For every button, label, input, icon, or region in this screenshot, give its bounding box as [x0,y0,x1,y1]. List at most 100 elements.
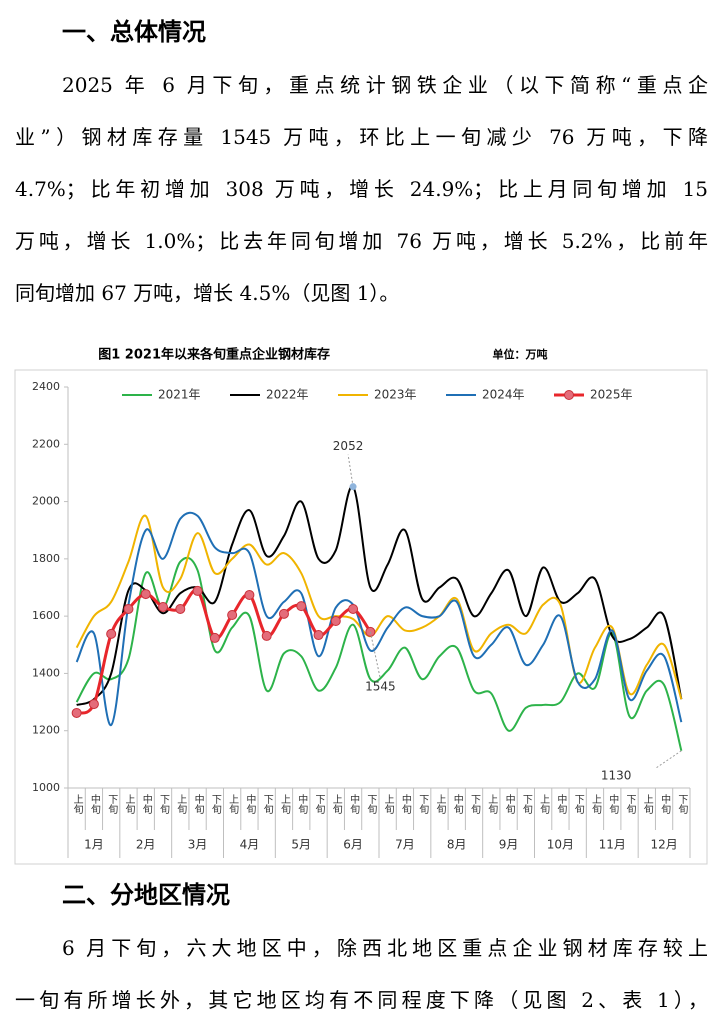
point [227,609,238,620]
x-tick-label: 上旬 [538,794,550,815]
x-tick-label: 上旬 [486,794,498,815]
point [296,601,307,612]
y-tick-label: 2400 [32,380,60,393]
legend-label: 2025年 [590,388,633,402]
month-label: 3月 [188,838,208,852]
month-label: 2月 [136,838,156,852]
month-label: 4月 [240,838,260,852]
point [158,601,169,612]
line-series [76,485,683,706]
y-tick-label: 1000 [32,781,60,794]
x-tick-label: 下旬 [106,794,118,815]
point [209,632,220,643]
x-tick-label: 中旬 [88,793,100,815]
line-series [75,588,372,715]
x-tick-label: 下旬 [313,794,325,815]
x-tick-label: 下旬 [624,794,636,815]
legend-label: 2021年 [158,388,201,402]
x-tick-label: 上旬 [330,794,342,815]
heading: 二、分地区情况 [62,881,230,909]
x-tick-label: 上旬 [589,794,601,815]
x-tick-label: 中旬 [244,793,256,815]
month-label: 7月 [395,838,415,852]
month-label: 10月 [547,838,574,852]
annotation-leader [369,631,381,680]
chart-frame [14,369,708,865]
x-tick-label: 中旬 [399,793,411,815]
month-label: 6月 [343,838,363,852]
month-label: 11月 [599,838,626,852]
point [88,699,99,710]
annotation: 1545 [365,679,396,693]
point [71,707,82,718]
x-tick-label: 中旬 [140,793,152,815]
month-label: 9月 [499,838,519,852]
line-series [75,511,683,727]
heading: 一、总体情况 [62,18,206,46]
x-tick-label: 上旬 [175,794,187,815]
y-tick-label: 1200 [32,724,60,737]
point [244,589,255,600]
point [330,616,341,627]
x-tick-label: 中旬 [192,793,204,815]
x-tick-label: 中旬 [348,793,360,815]
annotation-leader [656,750,682,769]
y-tick-label: 1800 [32,552,60,565]
highlight-point [349,483,357,491]
point [106,628,117,639]
paragraph-line: 4.7%；比年初增加 308 万吨，增长 24.9%；比上月同旬增加 15 [15,177,708,201]
x-tick-label: 下旬 [365,794,377,815]
legend-marker [564,390,574,400]
x-tick-label: 下旬 [469,794,481,815]
x-tick-label: 上旬 [382,794,394,815]
point [278,608,289,619]
y-tick-label: 2000 [32,495,60,508]
point [123,603,134,614]
x-tick-label: 下旬 [158,794,170,815]
x-tick-label: 中旬 [296,793,308,815]
x-tick-label: 中旬 [659,793,671,815]
chart: 图1 2021年以来各旬重点企业钢材库存 单位：万吨 1000 1200 1400 1… [14,347,708,865]
annotation: 1130 [601,768,632,782]
x-tick-label: 上旬 [641,794,653,815]
y-tick-label: 1600 [32,609,60,622]
chart-subtitle: 单位：万吨 [493,347,548,361]
point [140,589,151,600]
x-tick-label: 下旬 [676,794,688,815]
x-tick-label: 上旬 [278,794,290,815]
month-label: 12月 [650,838,677,852]
x-tick-label: 上旬 [434,794,446,815]
annotation-leader [347,454,354,487]
x-tick-label: 上旬 [71,794,83,815]
x-tick-label: 下旬 [417,794,429,815]
line-series [75,556,683,752]
point [175,603,186,614]
x-tick-label: 下旬 [520,794,532,815]
month-label: 1月 [84,838,104,852]
x-tick-label: 下旬 [261,794,273,815]
point [313,630,324,641]
x-tick-label: 中旬 [503,793,515,815]
line-series [75,514,683,700]
legend-label: 2024年 [482,388,525,402]
legend-label: 2022年 [266,388,309,402]
paragraph-line: 6 月下旬，六大地区中，除西北地区重点企业钢材库存较上 [62,936,708,960]
x-tick-label: 中旬 [555,793,567,815]
point [261,630,272,641]
x-tick-label: 中旬 [451,793,463,815]
x-tick-label: 上旬 [227,794,239,815]
point [192,585,203,596]
paragraph-line: 万吨，增长 1.0%；比去年同旬增加 76 万吨，增长 5.2%，比前年 [15,229,708,253]
x-tick-label: 下旬 [572,794,584,815]
annotation: 2052 [333,439,364,453]
y-tick-label: 2200 [32,437,60,450]
point [348,603,359,614]
x-tick-label: 中旬 [607,793,619,815]
legend-label: 2023年 [374,388,417,402]
month-label: 8月 [447,838,467,852]
paragraph-line: 业”）钢材库存量 1545 万吨，环比上一旬减少 76 万吨，下降 [15,125,708,149]
x-tick-label: 上旬 [123,794,135,815]
month-label: 5月 [291,838,311,852]
paragraph-line: 2025 年 6 月下旬，重点统计钢铁企业（以下简称“重点企 [62,73,708,97]
